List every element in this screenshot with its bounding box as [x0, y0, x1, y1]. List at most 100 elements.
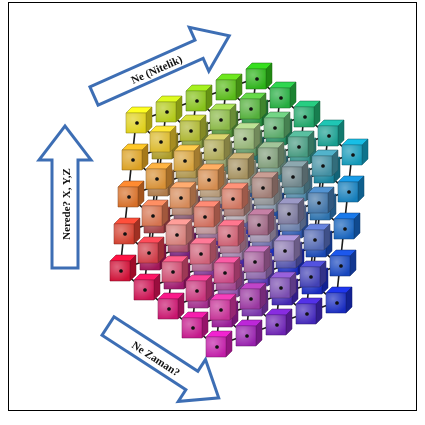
data-cube	[173, 144, 201, 172]
cube-rod-hole	[243, 137, 247, 141]
data-cube	[221, 182, 249, 210]
cube-rod-hole	[215, 345, 219, 349]
data-cube	[149, 125, 177, 153]
cube-rod-hole	[267, 156, 271, 160]
cube-rod-hole	[317, 201, 321, 205]
cube-rod-hole	[255, 77, 259, 81]
cube-rod-hole	[297, 145, 301, 149]
cube-rod-hole	[159, 140, 163, 144]
cube-rod-hole	[339, 264, 343, 268]
data-cube	[121, 143, 149, 171]
cube-rod-hole	[213, 148, 217, 152]
data-cube	[179, 114, 207, 142]
data-cube	[133, 273, 161, 301]
cube-rod-hole	[327, 134, 331, 138]
when-arrow-shape	[99, 314, 221, 404]
data-cube	[113, 217, 141, 245]
data-cube	[125, 106, 153, 134]
cube-rod-hole	[183, 159, 187, 163]
data-cube	[203, 133, 231, 161]
what-arrow-shape	[87, 25, 232, 108]
data-cube	[295, 297, 323, 325]
cube-rod-hole	[257, 223, 261, 227]
cube-rod-hole	[309, 275, 313, 279]
data-cube	[169, 181, 197, 209]
cube-rod-hole	[223, 271, 227, 275]
data-cube	[217, 219, 245, 247]
cube-rod-hole	[279, 286, 283, 290]
data-cube	[189, 237, 217, 265]
data-cube	[257, 141, 285, 169]
data-cube	[233, 122, 261, 150]
cube-rod-hole	[303, 115, 307, 119]
cube-rod-hole	[321, 164, 325, 168]
data-cube	[293, 100, 321, 128]
cube-rod-hole	[343, 227, 347, 231]
where-arrow-shape	[35, 123, 95, 270]
cube-rod-hole	[127, 195, 131, 199]
cube-rod-hole	[231, 197, 235, 201]
cube-rod-hole	[151, 214, 155, 218]
data-cube	[239, 282, 267, 310]
cube-rod-hole	[227, 234, 231, 238]
cube-rod-hole	[189, 129, 193, 133]
data-cube	[197, 163, 225, 191]
data-cube	[117, 180, 145, 208]
cube-rod-hole	[279, 96, 283, 100]
cube-rod-hole	[287, 212, 291, 216]
cube-rod-hole	[305, 312, 309, 316]
cube-rod-hole	[249, 297, 253, 301]
data-cube	[213, 256, 241, 284]
data-cube-diagram: Ne (Nitelik) Nerede? X, Y,Z Ne Zaman?	[35, 25, 369, 404]
data-cube	[277, 197, 305, 225]
data-cube	[205, 330, 233, 358]
data-cube	[181, 311, 209, 339]
diagram-figure: Ne (Nitelik) Nerede? X, Y,Z Ne Zaman?	[8, 2, 417, 411]
data-cube	[247, 208, 275, 236]
data-cube	[155, 95, 183, 123]
cube-rod-hole	[135, 121, 139, 125]
data-cube	[185, 84, 213, 112]
cube-rod-hole	[347, 190, 351, 194]
data-cube	[239, 92, 267, 120]
data-cube	[287, 130, 315, 158]
data-cube	[325, 286, 353, 314]
data-cube	[299, 260, 327, 288]
cube-rod-hole	[351, 153, 355, 157]
cube-rod-hole	[191, 326, 195, 330]
data-cube	[227, 152, 255, 180]
data-cube	[245, 62, 273, 90]
data-cube	[215, 73, 243, 101]
cube-rod-hole	[275, 323, 279, 327]
cube-rod-hole	[131, 158, 135, 162]
cube-rod-hole	[225, 88, 229, 92]
cube-rod-hole	[335, 301, 339, 305]
data-cube	[157, 292, 185, 320]
data-cube	[273, 234, 301, 262]
data-cube	[311, 149, 339, 177]
data-cube	[329, 249, 357, 277]
cube-rod-hole	[167, 307, 171, 311]
cube-rod-hole	[199, 252, 203, 256]
cube-rod-hole	[155, 177, 159, 181]
cube-rod-hole	[195, 99, 199, 103]
cube-rod-hole	[207, 178, 211, 182]
cube-rod-hole	[143, 288, 147, 292]
cube-rod-hole	[179, 196, 183, 200]
cube-rod-hole	[245, 334, 249, 338]
data-cube	[209, 103, 237, 131]
cube-rod-hole	[165, 110, 169, 114]
cube-rod-hole	[171, 270, 175, 274]
cube-rod-hole	[119, 269, 123, 273]
cube-rod-hole	[237, 167, 241, 171]
cube-rod-hole	[175, 233, 179, 237]
cube-rod-hole	[273, 126, 277, 130]
data-cube	[209, 293, 237, 321]
cube-rod-hole	[253, 260, 257, 264]
data-cube	[269, 271, 297, 299]
where-arrow-label: Nerede? X, Y,Z	[61, 168, 73, 240]
data-cube	[333, 212, 361, 240]
data-cube	[109, 254, 137, 282]
cube-rod-hole	[195, 289, 199, 293]
data-cube	[265, 308, 293, 336]
